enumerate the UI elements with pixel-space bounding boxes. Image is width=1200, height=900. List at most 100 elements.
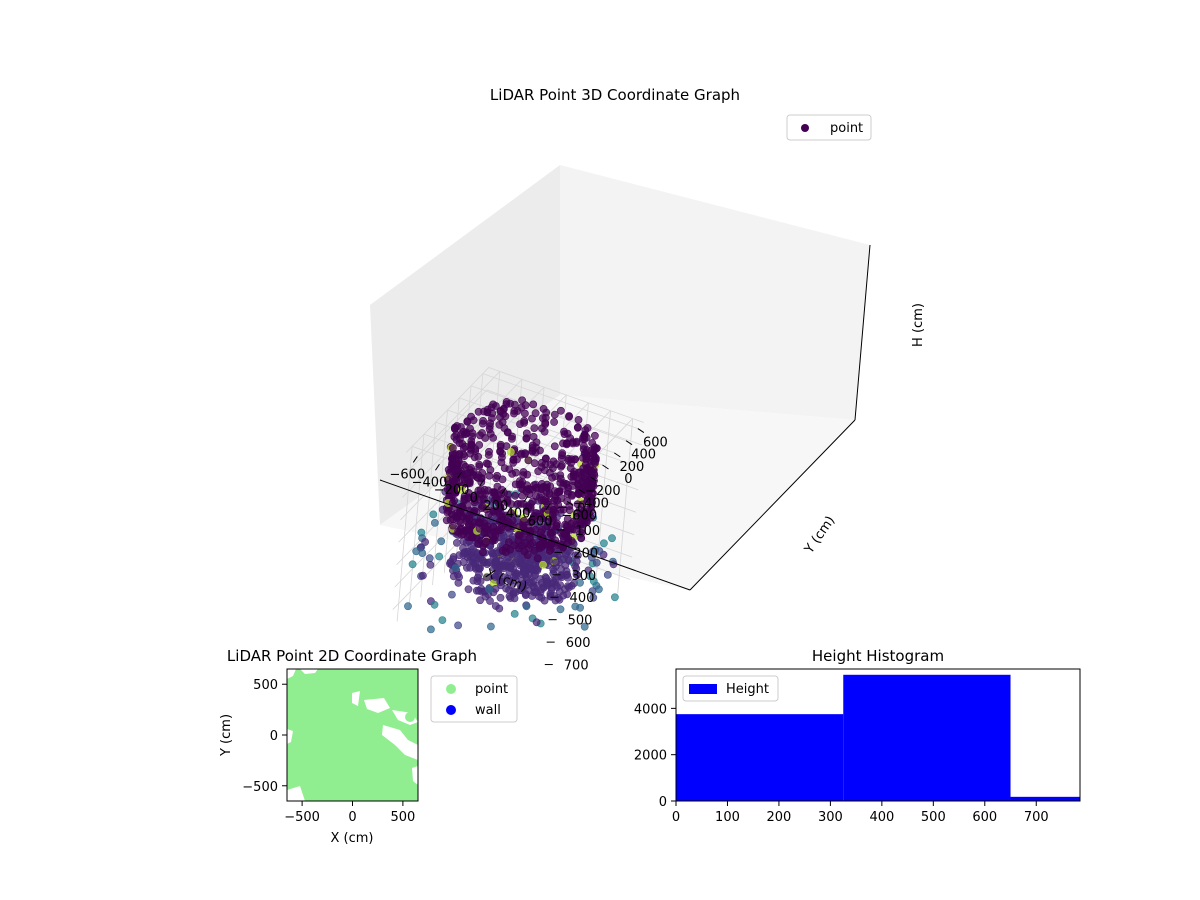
y-tick-label-3d: 400 (631, 448, 656, 463)
point-3d (482, 537, 491, 546)
pane-left (370, 165, 560, 525)
point-3d (510, 594, 519, 603)
point-3d (485, 447, 493, 456)
point-3d (518, 533, 527, 541)
y-tick-3d (578, 488, 586, 494)
point-3d (530, 481, 539, 489)
point-3d (505, 465, 514, 474)
chart-2d-title: LiDAR Point 2D Coordinate Graph (227, 647, 477, 665)
histogram-bar (676, 714, 844, 801)
point-3d (561, 520, 569, 529)
x-tick-label-3d: 400 (506, 507, 531, 522)
point-3d (557, 406, 565, 415)
z-axis-line (854, 244, 871, 421)
point-3d (530, 424, 539, 432)
point-3d (547, 585, 556, 594)
x-tick-label-3d: 200 (483, 499, 508, 514)
point-3d (496, 502, 505, 511)
point-3d (492, 494, 501, 503)
y-tick-label-3d: 600 (643, 436, 668, 451)
point-3d (438, 616, 447, 624)
point-3d (451, 564, 460, 572)
point-3d (531, 571, 539, 579)
point-3d (487, 403, 496, 412)
point-3d (467, 440, 475, 448)
point-3d (492, 474, 501, 483)
y-tick-label-2d: −500 (242, 780, 278, 795)
y-tick-label-3d: −200 (585, 484, 621, 499)
point-3d (542, 574, 551, 583)
point-3d (542, 408, 551, 417)
point-3d (537, 485, 546, 494)
point-3d (545, 547, 554, 555)
point-3d (510, 400, 519, 409)
histogram-bars (676, 674, 1080, 801)
y-tick-label-2d: 0 (270, 729, 278, 744)
point-3d (511, 557, 520, 566)
point-3d (430, 519, 439, 527)
point-3d (404, 602, 412, 611)
x-tick-label-2d: 0 (348, 810, 356, 825)
frame-hist (675, 668, 1081, 802)
point-3d (583, 424, 592, 432)
point-3d (511, 588, 520, 596)
point-3d (457, 485, 466, 494)
point-3d (496, 593, 505, 602)
point-3d (520, 416, 529, 425)
grid-back-x (617, 418, 634, 594)
point-3d (554, 550, 563, 558)
point-3d (496, 526, 505, 535)
point-3d (545, 556, 553, 565)
point-3d (502, 511, 510, 520)
point-3d (469, 576, 478, 585)
point-3d (465, 477, 474, 486)
point-3d (571, 602, 580, 611)
grid-left-y (408, 434, 425, 610)
y-tick-label-3d: 0 (624, 472, 632, 487)
point-3d (541, 454, 550, 463)
z-tick-label-3d: 100 (575, 524, 600, 539)
x-axis-label-2d: X (cm) (331, 831, 374, 846)
z-tick-label-3d: 700 (564, 659, 589, 674)
legend-hist-swatch (689, 684, 717, 694)
point-3d (454, 579, 463, 587)
point-3d (551, 487, 559, 495)
point-3d (467, 412, 475, 421)
legend-3d-label: point (830, 121, 863, 136)
y-tick-3d (614, 452, 621, 458)
point-3d (501, 548, 510, 556)
point-3d (600, 539, 608, 548)
y-tick-3d (625, 440, 633, 446)
z-tick-label-3d: 600 (566, 636, 591, 651)
point-3d (540, 427, 549, 436)
point-3d (595, 547, 604, 555)
point-3d (478, 548, 487, 557)
point-3d (500, 488, 508, 497)
point-3d (520, 567, 528, 575)
y-tick-label-hist: 4000 (634, 702, 667, 717)
point-3d (539, 583, 548, 592)
point-3d (478, 490, 487, 499)
point-3d (426, 625, 435, 634)
y-tick-label-3d: −400 (573, 496, 609, 511)
point-3d (510, 610, 519, 618)
point-3d (574, 415, 583, 424)
point-3d (426, 561, 435, 569)
y-tick-label-2d: 500 (253, 678, 278, 693)
grid-floor-y (482, 373, 638, 429)
z-axis-label: H (cm) (911, 303, 926, 347)
point-3d (591, 431, 599, 440)
point-3d (556, 581, 565, 589)
point-3d (530, 459, 539, 468)
point-3d (475, 460, 484, 469)
chart-3d-title: LiDAR Point 3D Coordinate Graph (490, 86, 740, 104)
point-3d (540, 596, 549, 605)
point-3d (453, 570, 462, 579)
point-3d (554, 594, 562, 603)
point-3d (447, 590, 456, 599)
point-3d (574, 423, 582, 432)
point-3d (460, 549, 469, 558)
point-3d (518, 583, 527, 591)
